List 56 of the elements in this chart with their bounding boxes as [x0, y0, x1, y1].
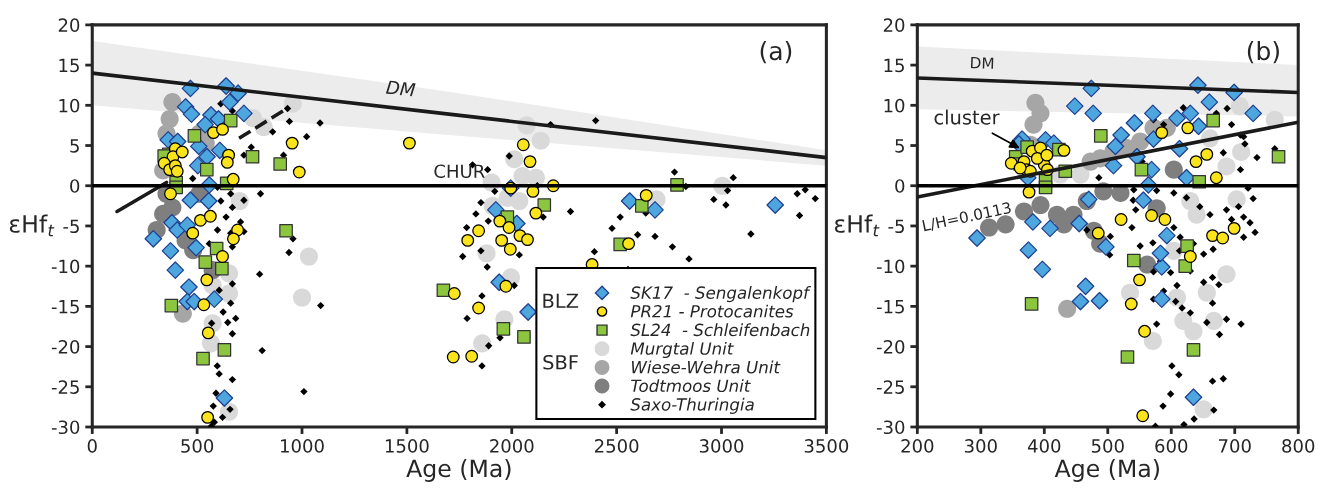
y-tick-label: -20 [876, 340, 905, 354]
x-tick-label: 1500 [385, 439, 429, 453]
text: DM [385, 80, 416, 97]
annotation: BLZ [543, 293, 579, 308]
legend-label: SL24 - Schleifenbach [630, 323, 810, 337]
x-axis-title: Age (Ma) [406, 459, 511, 482]
legend-label: Saxo-Thuringia [630, 397, 754, 414]
legend-label: Murgtal Unit [630, 341, 734, 359]
x-tick-label: 2000 [490, 439, 534, 453]
x-tick-label: 600 [1155, 439, 1188, 453]
y-tick-label: -30 [51, 420, 80, 435]
annotation: cluster [934, 109, 1000, 125]
y-tick-label: 20 [58, 18, 80, 32]
y-tick-label: 15 [59, 58, 79, 73]
y-tick-label: -15 [876, 300, 904, 314]
x-tick-label: 2500 [594, 439, 639, 453]
annotation: (b) [1247, 40, 1279, 64]
y-tick-label: -25 [51, 380, 79, 394]
legend-label: Todtmoos Unit [631, 379, 751, 393]
series-label: DM [970, 56, 994, 69]
x-tick-label: 0 [87, 439, 97, 453]
x-tick-label: 300 [964, 439, 997, 453]
y-tick-label: -15 [51, 300, 79, 314]
x-tick-label: 700 [1219, 439, 1251, 453]
y-tick-label: 0 [895, 179, 905, 193]
x-tick-label: 500 [181, 439, 214, 453]
y-tick-label: 5 [895, 139, 904, 153]
y-tick-label: -5 [63, 219, 79, 234]
annotation: (a) [760, 40, 792, 64]
y-axis-title: εHf$_{t}$ [834, 214, 880, 237]
y-axis-title: εHf$_{t}$ [9, 214, 55, 237]
y-tick-label: 20 [883, 18, 905, 32]
x-tick-label: 1000 [281, 439, 324, 453]
y-tick-label: -10 [876, 259, 905, 274]
legend-label: SK17 - Sengalenkopf [630, 286, 812, 303]
x-tick-label: 400 [1027, 439, 1061, 453]
x-tick-label: 3000 [699, 439, 744, 453]
y-tick-label: -20 [51, 340, 80, 354]
y-tick-label: -30 [876, 420, 905, 435]
x-tick-label: 200 [901, 439, 934, 453]
legend-label: Wiese-Wehra Unit [631, 360, 781, 374]
annotation: SBF [543, 354, 578, 370]
y-tick-label: 5 [70, 139, 79, 153]
x-tick-label: 3500 [804, 439, 849, 453]
y-tick-label: 10 [59, 98, 80, 113]
legend-label: PR21 - Protocanites [630, 304, 794, 318]
x-tick-label: 800 [1282, 439, 1315, 453]
y-tick-label: -10 [51, 259, 80, 274]
y-tick-label: -5 [888, 219, 904, 234]
ref-line-label: CHUR [434, 164, 485, 179]
y-tick-label: 0 [70, 179, 80, 193]
y-tick-label: 10 [884, 98, 905, 113]
x-axis-title: Age (Ma) [1054, 459, 1159, 482]
y-tick-label: 15 [884, 58, 904, 73]
x-tick-label: 500 [1091, 439, 1124, 453]
y-tick-label: -25 [876, 380, 904, 394]
